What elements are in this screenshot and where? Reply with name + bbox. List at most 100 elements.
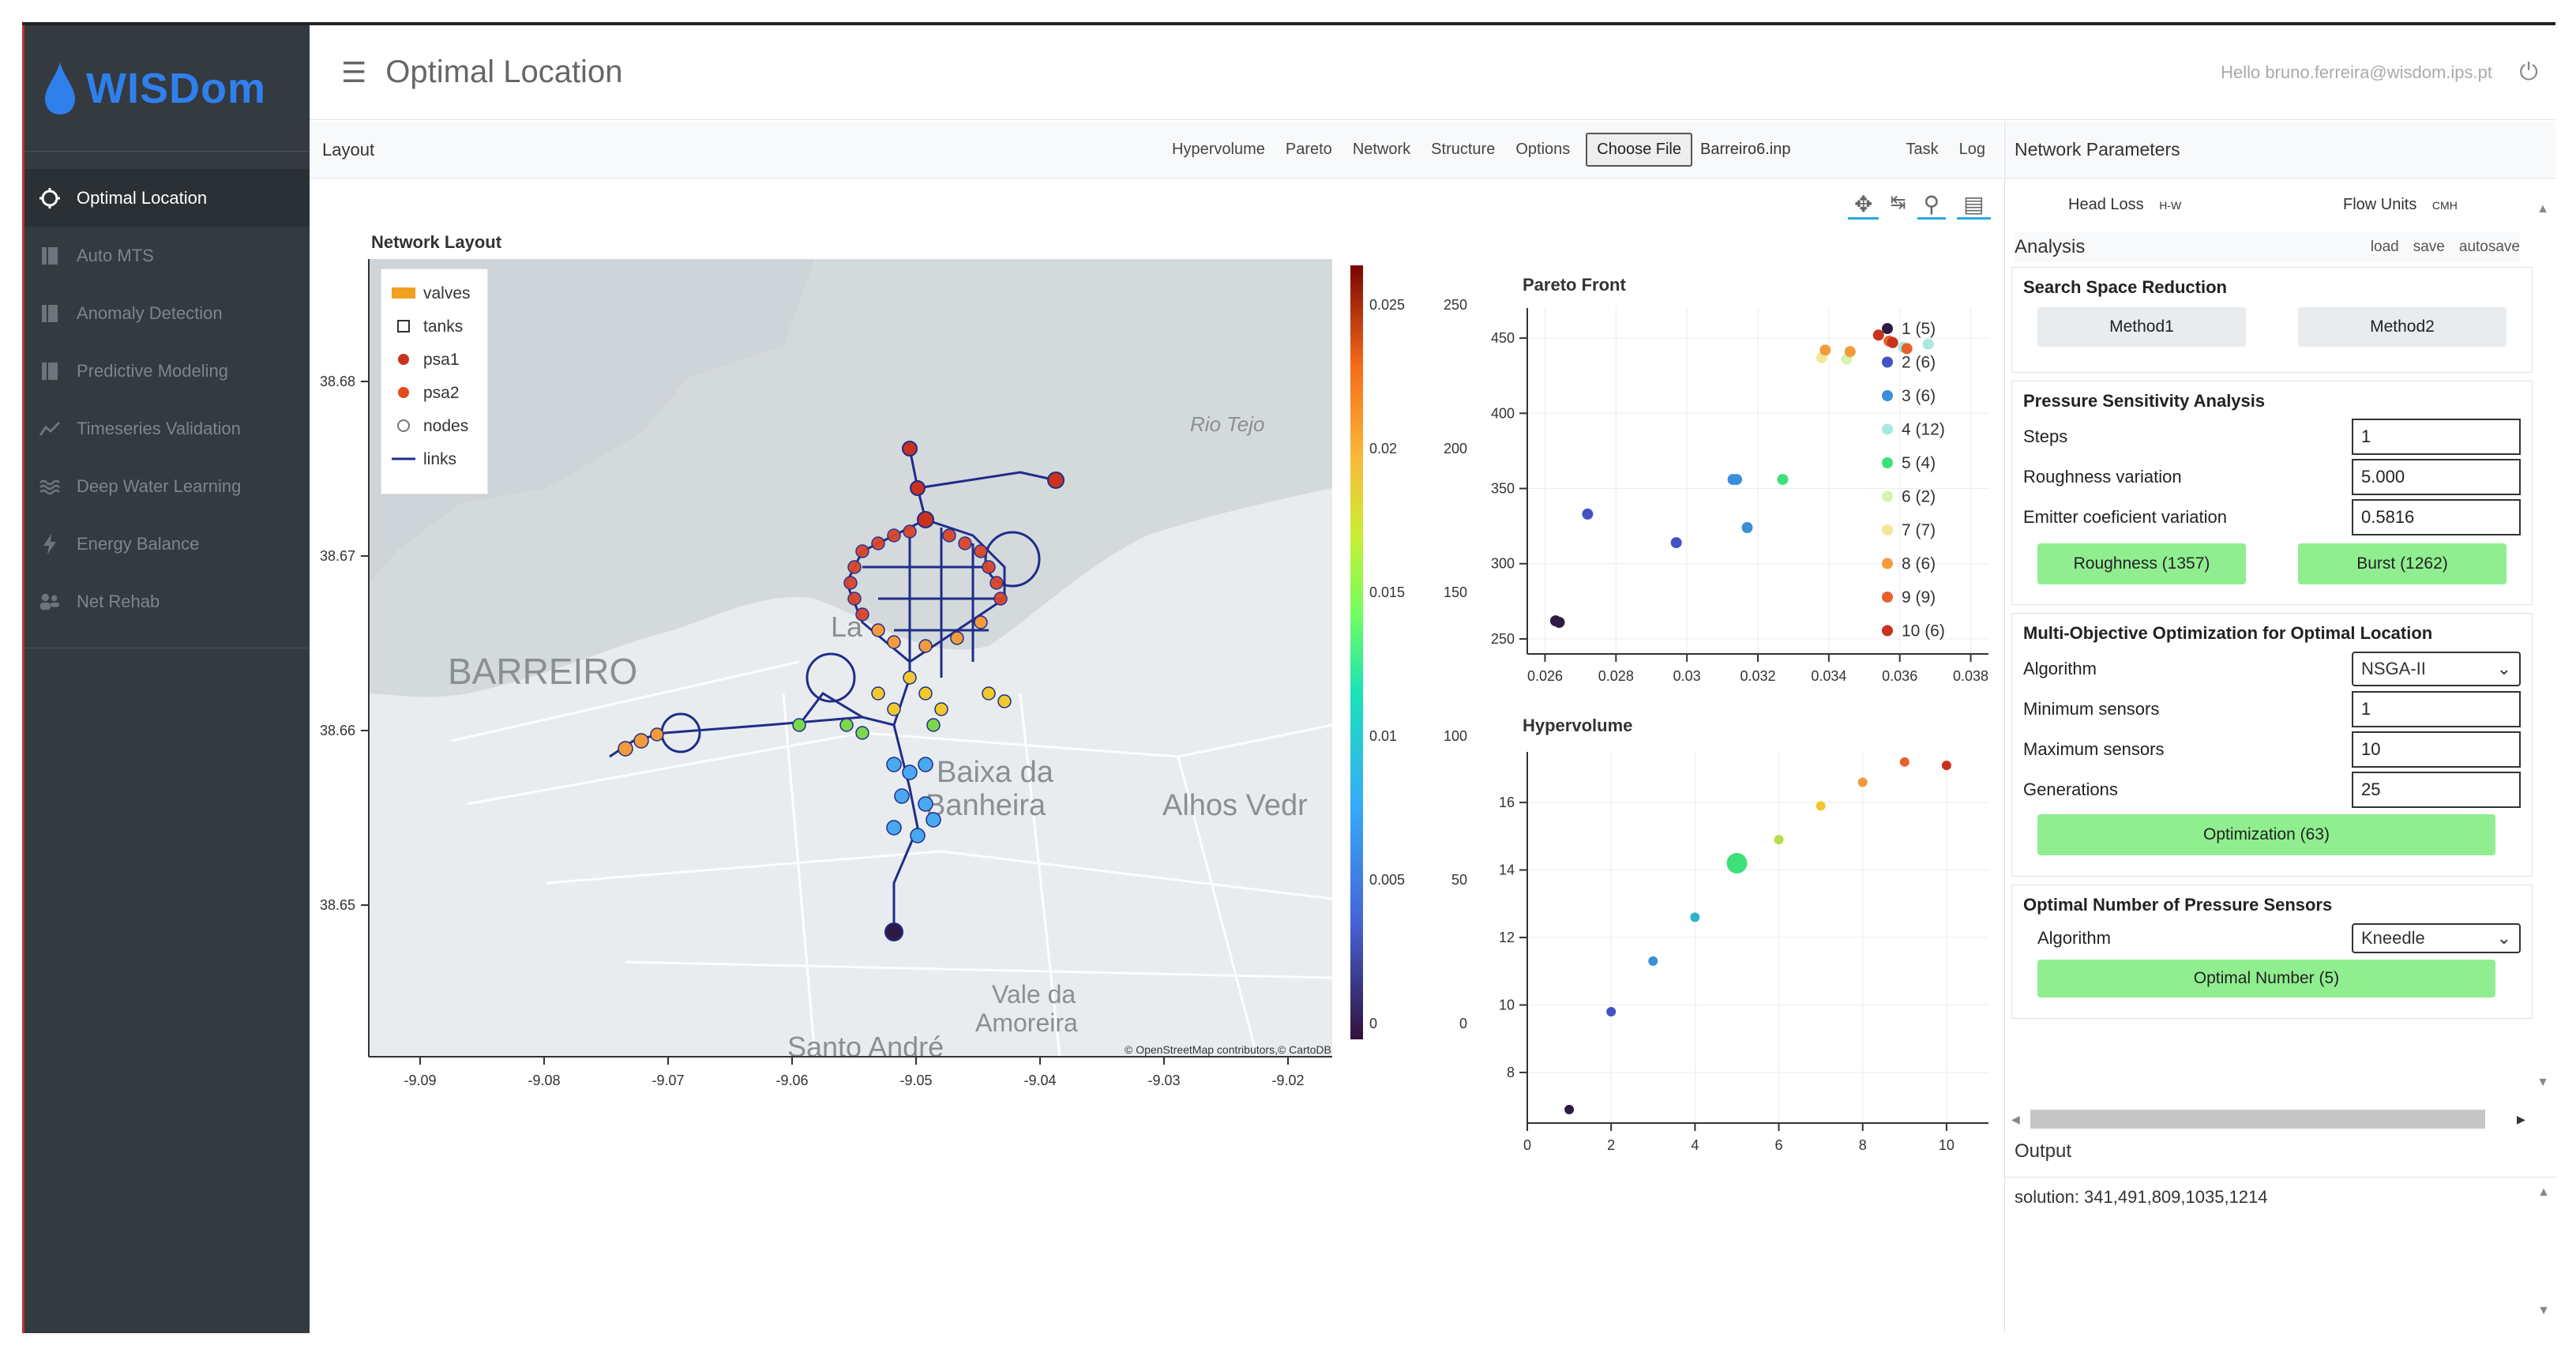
brand-logo[interactable]: WISDom	[24, 25, 310, 152]
box-zoom-tool-icon[interactable]: ↹	[1890, 192, 1906, 213]
sidebar: WISDom Optimal Location Auto MTS Anomaly…	[22, 25, 310, 1333]
map-attribution: © OpenStreetMap contributors,© CartoDB	[1125, 1043, 1331, 1056]
emitter-input[interactable]: 0.5816	[2352, 498, 2521, 535]
hypervolume-point[interactable]	[1941, 761, 1951, 771]
pareto-point[interactable]	[1670, 537, 1682, 549]
save-button[interactable]: save	[2413, 239, 2445, 255]
pareto-point[interactable]	[1553, 617, 1565, 629]
pareto-point[interactable]	[1777, 474, 1789, 486]
legend-label-psa2: psa2	[423, 384, 460, 402]
min-sensors-input[interactable]: 1	[2352, 690, 2521, 727]
legend-label-psa1: psa1	[423, 351, 460, 369]
hypervolume-point[interactable]	[1816, 801, 1826, 811]
optimal-number-button[interactable]: Optimal Number (5)	[2037, 960, 2495, 997]
pareto-point[interactable]	[1844, 346, 1856, 358]
panel-scroll-up-icon[interactable]: ▲	[2537, 202, 2549, 216]
optimization-button[interactable]: Optimization (63)	[2037, 814, 2495, 855]
method1-button[interactable]: Method1	[2037, 307, 2246, 347]
horizontal-scrollbar[interactable]: ◀ ▶	[2011, 1107, 2533, 1131]
min-sensors-label: Minimum sensors	[2023, 698, 2160, 719]
scrollbar-thumb[interactable]	[2030, 1110, 2485, 1129]
chart-y-tick-label: 8	[1507, 1065, 1515, 1080]
pareto-point[interactable]	[1731, 474, 1743, 486]
pareto-point[interactable]	[1887, 336, 1898, 348]
sidebar-item-optimal-location[interactable]: Optimal Location	[24, 169, 310, 227]
power-icon[interactable]: ⏻	[2519, 58, 2538, 85]
burst-button[interactable]: Burst (1262)	[2298, 543, 2507, 584]
onps-algorithm-row: Algorithm Kneedle ⌄	[2012, 920, 2532, 956]
hypervolume-point[interactable]	[1726, 853, 1748, 873]
users-icon	[39, 591, 61, 613]
algorithm-select[interactable]: NSGA-II ⌄	[2352, 651, 2521, 686]
hypervolume-point[interactable]	[1857, 777, 1868, 787]
moo-section: Multi-Objective Optimization for Optimal…	[2011, 613, 2533, 877]
panel-scroll-down-icon[interactable]: ▼	[2537, 1076, 2549, 1089]
chart-x-tick-label: 0.034	[1811, 668, 1846, 684]
tab-network[interactable]: Network	[1352, 141, 1411, 158]
task-button[interactable]: Task	[1906, 141, 1939, 158]
load-button[interactable]: load	[2370, 239, 2399, 255]
hypervolume-point[interactable]	[1774, 835, 1784, 845]
hypervolume-chart[interactable]: 0 2 4 6 8 10 8 10 12 14 16	[1455, 733, 2000, 1175]
max-sensors-label: Maximum sensors	[2023, 738, 2165, 759]
sidebar-item-net-rehab[interactable]: Net Rehab	[24, 573, 310, 630]
chevron-down-icon: ⌄	[2496, 658, 2511, 678]
output-scroll-down-icon[interactable]: ▼	[2537, 1304, 2550, 1317]
hypervolume-point[interactable]	[1564, 1104, 1575, 1114]
tab-structure[interactable]: Structure	[1431, 141, 1496, 158]
output-scroll-up-icon[interactable]: ▲	[2537, 1185, 2550, 1199]
output-box[interactable]: solution: 341,491,809,1035,1214 ▲ ▼	[2005, 1177, 2556, 1333]
generations-row: Generations 25	[2012, 769, 2532, 810]
scroll-left-icon[interactable]: ◀	[2011, 1112, 2020, 1125]
min-sensors-row: Minimum sensors 1	[2012, 689, 2532, 729]
pareto-point[interactable]	[1922, 338, 1934, 350]
sidebar-item-auto-mts[interactable]: Auto MTS	[24, 227, 310, 284]
menu-icon[interactable]: ☰	[341, 55, 367, 88]
network-layout-map[interactable]: BARREIRO Baixa da Banheira Alhos Vedr Ri…	[310, 251, 1415, 1120]
sidebar-item-anomaly-detection[interactable]: Anomaly Detection	[24, 284, 310, 342]
autosave-button[interactable]: autosave	[2458, 239, 2520, 255]
sidebar-item-predictive-modeling[interactable]: Predictive Modeling	[24, 342, 310, 400]
onps-algorithm-select[interactable]: Kneedle ⌄	[2352, 923, 2521, 953]
max-sensors-input[interactable]: 10	[2352, 731, 2521, 768]
choose-file-button[interactable]: Choose File	[1586, 133, 1692, 167]
chart-x-tick-label: 4	[1691, 1137, 1699, 1153]
hover-tool-icon[interactable]: ▤	[1957, 191, 1991, 220]
roughness-input[interactable]: 5.000	[2352, 458, 2521, 495]
tab-options[interactable]: Options	[1515, 141, 1571, 158]
roughness-button[interactable]: Roughness (1357)	[2037, 543, 2246, 584]
flow-units-label: Flow Units	[2343, 196, 2417, 213]
sidebar-item-deep-water-learning[interactable]: Deep Water Learning	[24, 457, 310, 515]
pareto-point[interactable]	[1741, 522, 1753, 534]
pareto-point[interactable]	[1582, 508, 1594, 520]
generations-input[interactable]: 25	[2352, 771, 2521, 808]
sidebar-item-label: Anomaly Detection	[77, 302, 223, 323]
sidebar-item-energy-balance[interactable]: Energy Balance	[24, 515, 310, 573]
pan-tool-icon[interactable]: ✥	[1848, 191, 1879, 220]
steps-input[interactable]: 1	[2352, 418, 2521, 455]
pareto-legend-swatch	[1882, 490, 1893, 502]
sidebar-item-timeseries-validation[interactable]: Timeseries Validation	[24, 400, 310, 457]
map-y-tick-label: 38.67	[320, 548, 355, 564]
hypervolume-point[interactable]	[1606, 1007, 1617, 1016]
legend-label-tanks: tanks	[423, 317, 463, 336]
pareto-legend: 1 (5) 2 (6) 3 (6) 4 (12) 5 (4) 6 (2) 7 (7) 8 (6…	[1882, 320, 1945, 641]
roughness-label: Roughness variation	[2023, 466, 2182, 487]
log-button[interactable]: Log	[1958, 141, 1985, 158]
method2-button[interactable]: Method2	[2298, 307, 2507, 347]
algorithm-row: Algorithm NSGA-II ⌄	[2012, 648, 2532, 689]
pareto-front-chart[interactable]: 0.026 0.028 0.03 0.032 0.034 0.036 0.038 250 300…	[1455, 291, 2000, 717]
pareto-point[interactable]	[1901, 343, 1913, 355]
pareto-point[interactable]	[1819, 344, 1831, 356]
pareto-point[interactable]	[1872, 329, 1884, 341]
hypervolume-point[interactable]	[1648, 956, 1658, 966]
tab-hypervolume[interactable]: Hypervolume	[1172, 141, 1265, 158]
scroll-right-icon[interactable]: ▶	[2517, 1112, 2525, 1125]
analysis-bar: Analysis load save autosave	[2015, 232, 2520, 262]
pareto-legend-swatch	[1882, 356, 1893, 368]
tab-pareto[interactable]: Pareto	[1285, 141, 1332, 158]
hypervolume-point[interactable]	[1899, 757, 1909, 767]
sidebar-item-label: Optimal Location	[77, 187, 208, 208]
hypervolume-point[interactable]	[1690, 912, 1700, 922]
wheel-zoom-tool-icon[interactable]: ⚲	[1917, 191, 1947, 220]
